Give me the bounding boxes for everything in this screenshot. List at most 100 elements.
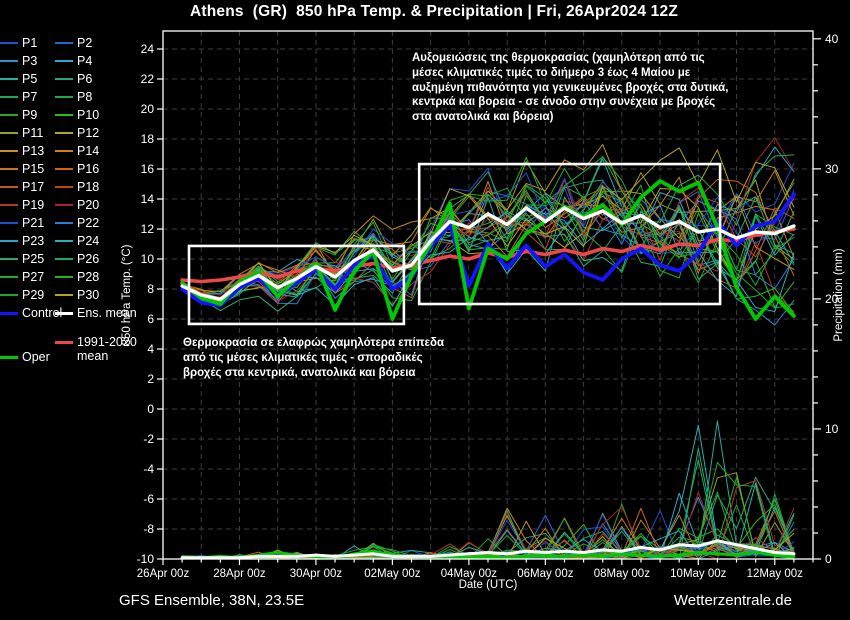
y-left-tick-label: -10 (137, 552, 155, 566)
main-series (180, 179, 796, 559)
y-right-tick-label: 30 (825, 162, 839, 176)
y-left-tick-label: 0 (147, 402, 154, 416)
x-tick-label: 08May 00z (594, 568, 651, 580)
legend-item-p11-label: P11 (22, 126, 44, 140)
legend-item-p24-label: P24 (77, 234, 100, 248)
legend-item-p9-label: P9 (22, 108, 38, 122)
y-left-tick-label: -6 (143, 492, 154, 506)
series-line-ens-mean-precipitation (180, 539, 796, 559)
y-left-tick-label: 10 (141, 252, 155, 266)
ensemble-member-temp-line (181, 184, 795, 304)
ensemble-member-temp-line (181, 155, 795, 297)
legend-item-p8-swatch (55, 96, 73, 98)
y-left-tick-label: 2 (147, 372, 154, 386)
legend-item-p21-label: P21 (22, 216, 45, 230)
ensemble-member-temp-line (181, 179, 795, 295)
legend-item-p16-swatch (55, 168, 73, 170)
legend-item-p2-swatch (55, 42, 73, 44)
chart-title: Athens (GR) 850 hPa Temp. & Precipitatio… (189, 3, 678, 20)
legend-item-p30-label: P30 (77, 288, 100, 302)
y-axis-title-temperature: 850 hPa Temp. (°C) (121, 244, 133, 346)
y-left-tick-label: 14 (141, 192, 155, 206)
highlight-box-2 (417, 162, 722, 306)
legend-item-p13-label: P13 (22, 144, 45, 158)
legend-item-p26-swatch (55, 258, 73, 260)
legend-item-p10-label: P10 (77, 108, 100, 122)
legend-item-control-swatch (0, 311, 18, 315)
legend-item-p6-label: P6 (77, 72, 93, 86)
legend-item-p20-label: P20 (77, 198, 100, 212)
legend-item-ens-mean-swatch (55, 311, 73, 315)
x-axis-title: Date (UTC) (458, 579, 518, 591)
legend-item-p25-swatch (0, 258, 18, 260)
y-left-tick-label: 18 (141, 132, 155, 146)
legend-item-p23-label: P23 (22, 234, 45, 248)
legend-item-p7-label: P7 (22, 90, 38, 104)
legend-item-oper-label: Oper (22, 350, 50, 364)
legend-item-p3-label: P3 (22, 54, 38, 68)
y-left-tick-label: 20 (141, 102, 155, 116)
legend-item-p3-swatch (0, 60, 18, 62)
highlight-box-1 (187, 244, 406, 326)
legend-item-p29-label: P29 (22, 288, 45, 302)
legend-item-p18-label: P18 (77, 180, 100, 194)
y-left-tick-label: 22 (141, 72, 155, 86)
series-line-ens-mean (180, 206, 796, 302)
x-tick-label: 12May 00z (747, 568, 804, 580)
legend-item-p19-label: P19 (22, 198, 45, 212)
legend-item-p7-swatch (0, 96, 18, 98)
y-right-tick-label: 10 (825, 422, 839, 436)
legend-item-oper-swatch (0, 355, 18, 359)
legend-item-p21-swatch (0, 222, 18, 224)
legend-item-p18-swatch (55, 186, 73, 188)
ensemble-member-temp-line (181, 196, 795, 303)
y-left-tick-label: 16 (141, 162, 155, 176)
legend-item-p16-label: P16 (77, 162, 100, 176)
legend-item-p22-label: P22 (77, 216, 100, 230)
y-left-tick-label: 8 (147, 282, 154, 296)
x-tick-label: 04May 00z (441, 568, 498, 580)
annotation-temperature-fluctuation: Αυξομειώσεις της θερμοκρασίας (χαμηλότερ… (412, 52, 729, 124)
legend-item-p15-label: P15 (22, 162, 45, 176)
legend-item-p5-label: P5 (22, 72, 38, 86)
x-tick-label: 06May 00z (517, 568, 574, 580)
legend-item-p4-swatch (55, 60, 73, 62)
legend-item-p1-swatch (0, 42, 18, 44)
legend-item-p20-swatch (55, 204, 73, 206)
x-tick-label: 26Apr 00z (137, 568, 190, 580)
legend-item-p12-label: P12 (77, 126, 100, 140)
x-tick-label: 10May 00z (670, 568, 727, 580)
legend-item-p5-swatch (0, 78, 18, 80)
ensemble-member-temp-line (181, 147, 795, 299)
y-left-tick-label: -8 (143, 522, 154, 536)
annotation-temperature-lower: Θερμοκρασία σε ελαφρώς χαμηλότερα επίπεδ… (183, 337, 445, 379)
legend-item-p17-swatch (0, 186, 18, 188)
y-left-tick-label: 6 (147, 312, 154, 326)
legend-item-p6-swatch (55, 78, 73, 80)
legend-item-p17-label: P17 (22, 180, 45, 194)
legend-item-p1-label: P1 (22, 36, 38, 50)
model-label: GFS Ensemble, 38N, 23.5E (119, 592, 305, 609)
y-left-tick-label: -2 (143, 432, 154, 446)
legend-item-p26-label: P26 (77, 252, 100, 266)
legend-item-p27-swatch (0, 276, 18, 278)
legend-item-p23-swatch (0, 240, 18, 242)
legend-item-p28-swatch (55, 276, 73, 278)
legend-item-p4-label: P4 (77, 54, 93, 68)
y-axis-title-precipitation: Precipitation (mm) (833, 248, 845, 342)
legend: P1 P2 P3 P4 P5 P6 P7 P8 P9 P10 P11 P12 P13 P14 P15 P16 P… (0, 35, 148, 435)
legend-item-1991-2020-mean-swatch (55, 340, 73, 344)
legend-item-p14-label: P14 (77, 144, 100, 158)
legend-item-p12-swatch (55, 132, 73, 134)
y-left-tick-label: 24 (141, 42, 155, 56)
legend-item-p22-swatch (55, 222, 73, 224)
ensemble-member-temp-line (181, 170, 795, 293)
legend-item-p27-label: P27 (22, 270, 45, 284)
legend-item-p11-swatch (0, 132, 18, 134)
legend-item-p10-swatch (55, 114, 73, 116)
y-right-tick-label: 40 (825, 32, 839, 46)
legend-item-p8-label: P8 (77, 90, 93, 104)
legend-item-p28-label: P28 (77, 270, 100, 284)
